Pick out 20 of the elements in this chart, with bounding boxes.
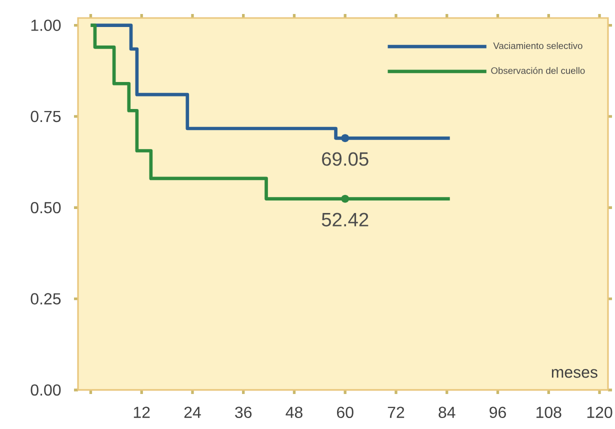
annotation: 69.05 — [322, 152, 368, 166]
x-tick-label: 96 — [490, 406, 506, 418]
x-axis-title: meses — [552, 369, 598, 378]
y-tick-label: 0.50 — [30, 202, 61, 214]
x-tick-label: 24 — [184, 406, 201, 418]
annotation: 52.42 — [322, 212, 368, 226]
text: Observación del cuello — [491, 66, 585, 74]
x-tick-label: 108 — [536, 406, 562, 418]
x-tick-label: 12 — [134, 406, 150, 418]
x-tick-label: 84 — [438, 406, 456, 418]
y-tick-label: 0.75 — [30, 110, 61, 122]
x-tick-label: 72 — [388, 406, 404, 418]
x-tick-label: 36 — [235, 406, 252, 418]
y-tick-label: 0.00 — [30, 384, 61, 396]
text: Vaciamiento selectivo — [493, 42, 582, 50]
y-tick-label: 1.00 — [31, 20, 61, 31]
x-tick-label: 60 — [337, 406, 354, 418]
y-tick-label: 0.25 — [30, 293, 61, 304]
x-tick-label: 120 — [587, 406, 612, 418]
x-tick-label: 48 — [286, 406, 302, 418]
